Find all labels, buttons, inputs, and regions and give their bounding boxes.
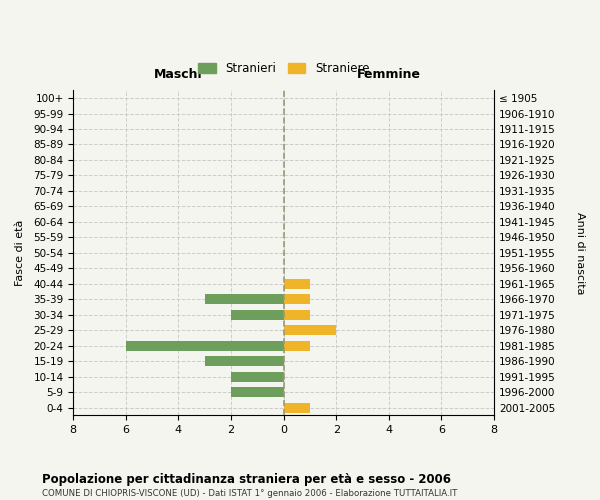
Bar [284, 294, 310, 304]
Text: Popolazione per cittadinanza straniera per età e sesso - 2006: Popolazione per cittadinanza straniera p… [42, 472, 451, 486]
Bar [284, 310, 310, 320]
Bar [231, 372, 284, 382]
Bar [205, 356, 284, 366]
Bar [126, 340, 284, 350]
Bar [231, 387, 284, 397]
Y-axis label: Fasce di età: Fasce di età [15, 220, 25, 286]
Bar [284, 402, 310, 412]
Bar [231, 310, 284, 320]
Bar [205, 294, 284, 304]
Bar [284, 278, 310, 289]
Bar [284, 325, 336, 335]
Y-axis label: Anni di nascita: Anni di nascita [575, 212, 585, 294]
Text: COMUNE DI CHIOPRIS-VISCONE (UD) - Dati ISTAT 1° gennaio 2006 - Elaborazione TUTT: COMUNE DI CHIOPRIS-VISCONE (UD) - Dati I… [42, 489, 457, 498]
Text: Femmine: Femmine [357, 68, 421, 81]
Bar [284, 340, 310, 350]
Legend: Stranieri, Straniere: Stranieri, Straniere [193, 57, 374, 80]
Text: Maschi: Maschi [154, 68, 203, 81]
